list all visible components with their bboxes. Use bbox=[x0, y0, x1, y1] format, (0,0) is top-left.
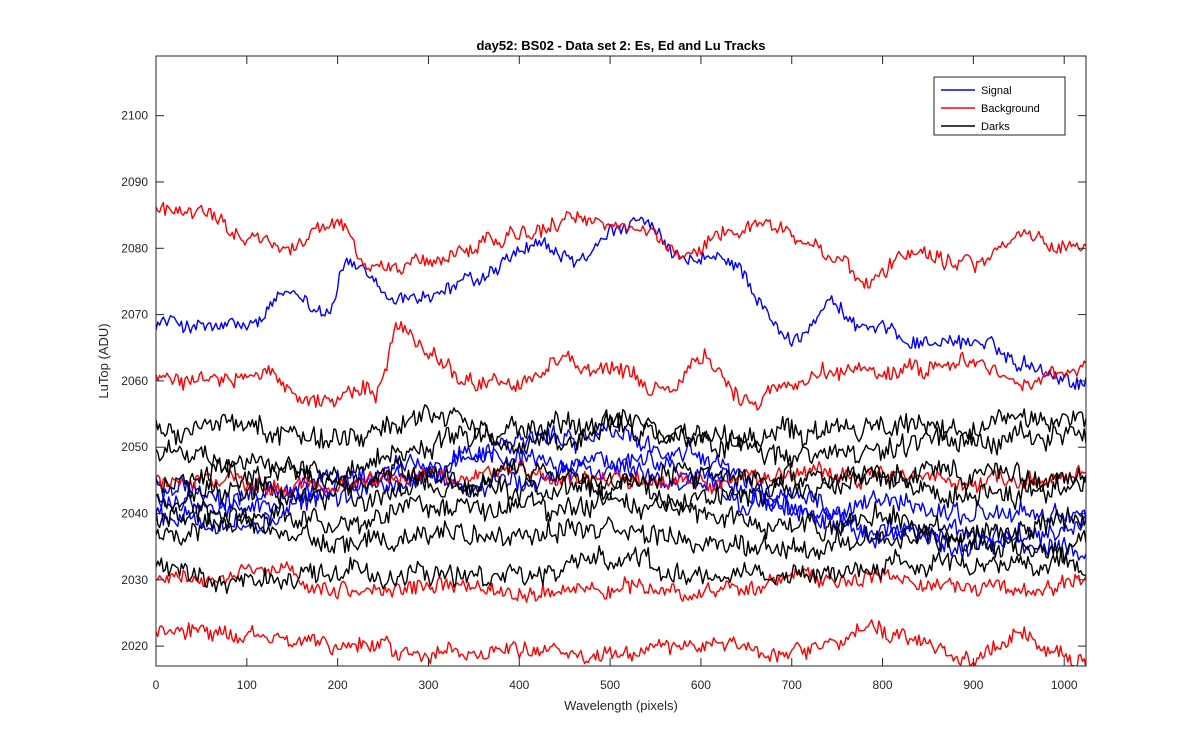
x-tick-label: 200 bbox=[328, 678, 348, 692]
series-line-darks-13 bbox=[156, 458, 1086, 512]
x-tick-label: 400 bbox=[509, 678, 529, 692]
y-tick-label: 2100 bbox=[121, 109, 148, 123]
x-tick-label: 300 bbox=[418, 678, 438, 692]
series-line-background-6 bbox=[156, 320, 1086, 411]
series-line-darks-16 bbox=[156, 545, 1086, 595]
x-axis: 0 100 200 300 400 500 600 700 800 900 1000 bbox=[153, 56, 1078, 692]
series-line-darks-14 bbox=[156, 489, 1086, 546]
x-tick-label: 700 bbox=[782, 678, 802, 692]
legend: Signal Background Darks bbox=[933, 76, 1066, 136]
x-tick-label: 600 bbox=[691, 678, 711, 692]
chart-title: day52: BS02 - Data set 2: Es, Ed and Lu … bbox=[476, 38, 765, 53]
series-line-darks-11 bbox=[156, 409, 1086, 486]
x-axis-label: Wavelength (pixels) bbox=[564, 698, 678, 713]
y-tick-label: 2060 bbox=[121, 374, 148, 388]
x-tick-label: 100 bbox=[237, 678, 257, 692]
x-tick-label: 800 bbox=[873, 678, 893, 692]
legend-label-signal: Signal bbox=[981, 85, 1012, 97]
legend-label-darks: Darks bbox=[981, 121, 1010, 133]
y-tick-label: 2040 bbox=[121, 507, 148, 521]
y-tick-label: 2050 bbox=[121, 440, 148, 454]
series-line-signal-1 bbox=[156, 216, 1086, 390]
y-tick-label: 2090 bbox=[121, 175, 148, 189]
y-tick-label: 2080 bbox=[121, 241, 148, 255]
y-axis: 2020 2030 2040 2050 2060 2070 2080 2090 2100 bbox=[121, 109, 1086, 653]
x-tick-label: 1000 bbox=[1051, 678, 1078, 692]
y-axis-label: LuTop (ADU) bbox=[96, 323, 111, 398]
y-tick-label: 2020 bbox=[121, 639, 148, 653]
x-tick-label: 900 bbox=[963, 678, 983, 692]
series-line-background-9 bbox=[156, 619, 1086, 666]
series-line-background-8 bbox=[156, 561, 1086, 603]
x-tick-label: 500 bbox=[600, 678, 620, 692]
y-tick-label: 2030 bbox=[121, 573, 148, 587]
axes-box bbox=[155, 55, 1087, 667]
series-line-background-5 bbox=[156, 201, 1086, 289]
series-line-darks-12 bbox=[156, 455, 1086, 504]
series-line-darks-10 bbox=[156, 404, 1086, 459]
series-line-darks-15 bbox=[156, 512, 1086, 564]
y-tick-label: 2070 bbox=[121, 308, 148, 322]
x-tick-label: 0 bbox=[153, 678, 160, 692]
series-layer bbox=[156, 201, 1086, 666]
legend-label-background: Background bbox=[981, 103, 1040, 115]
